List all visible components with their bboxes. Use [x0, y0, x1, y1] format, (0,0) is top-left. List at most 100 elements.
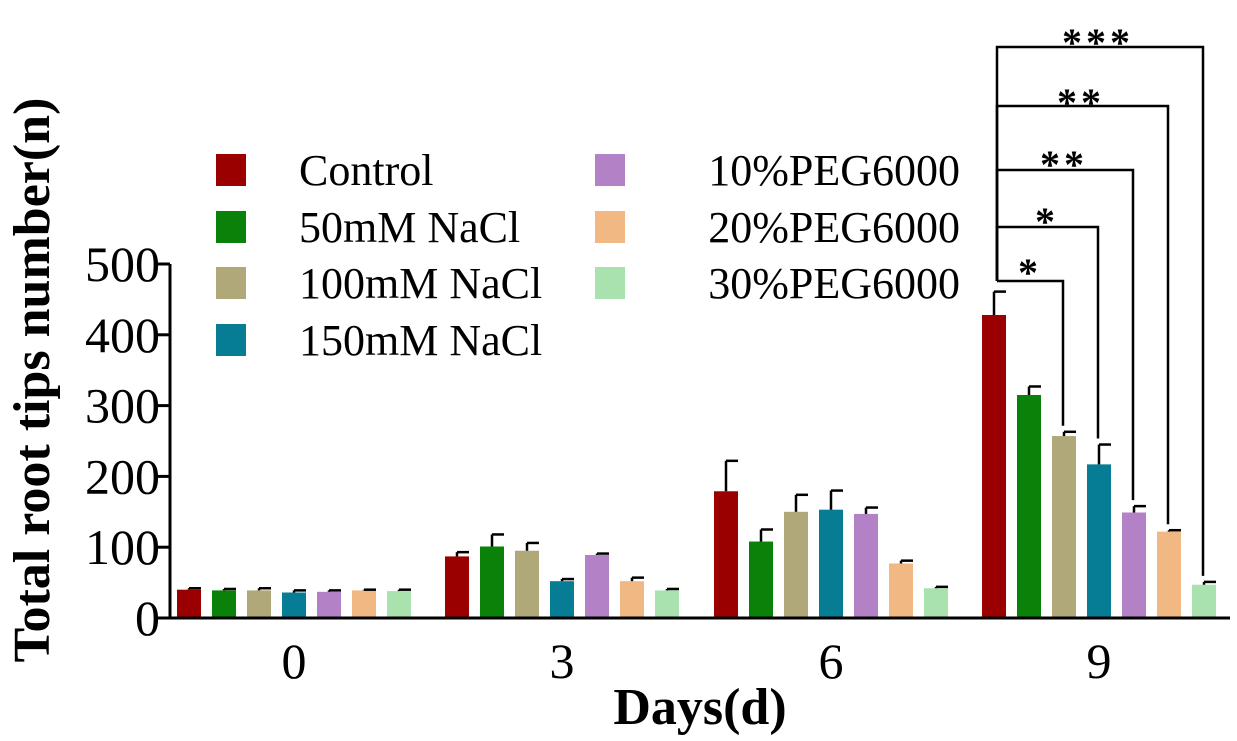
error-bar — [327, 589, 341, 592]
bar — [749, 541, 773, 618]
bar — [1122, 512, 1146, 618]
bar — [819, 509, 843, 618]
bar — [1192, 584, 1216, 618]
bar — [1052, 436, 1076, 618]
error-bar — [1062, 430, 1076, 437]
bar — [445, 556, 469, 618]
bar — [247, 590, 271, 618]
error-bar — [455, 550, 469, 557]
bar — [282, 592, 306, 618]
legend-swatch — [595, 154, 625, 186]
legend-swatch — [216, 211, 246, 243]
bar — [387, 591, 411, 618]
x-tick-label: 6 — [819, 633, 844, 689]
legend-label: 30%PEG6000 — [708, 259, 960, 308]
bar — [889, 563, 913, 618]
x-tick-label: 0 — [282, 633, 307, 689]
legend-item: 20%PEG6000 — [595, 203, 960, 252]
y-tick-label: 100 — [85, 519, 160, 575]
bar — [784, 511, 808, 618]
error-bar — [934, 585, 948, 589]
error-bar — [362, 588, 376, 591]
error-bar — [490, 533, 504, 547]
legend-item: 150mM NaCl — [216, 316, 542, 365]
significance-label: * — [1035, 199, 1059, 244]
bar — [714, 491, 738, 618]
bar — [1087, 464, 1111, 618]
bar — [1017, 394, 1041, 618]
legend: Control 50mM NaCl 100mM NaCl 150mM NaCl 10%P… — [216, 146, 960, 365]
y-tick-label: 400 — [85, 307, 160, 363]
error-bar — [759, 528, 773, 542]
significance-layer: ********* — [995, 20, 1205, 576]
bar — [212, 590, 236, 618]
bar — [655, 590, 679, 618]
legend-item: 100mM NaCl — [216, 259, 542, 308]
legend-item: Control — [216, 146, 433, 195]
error-bar — [595, 552, 609, 555]
bar — [1157, 531, 1181, 618]
significance-label: * — [1018, 250, 1042, 295]
y-tick-label: 300 — [85, 378, 160, 434]
axes-layer: 0 100 200 300 400 500 0 3 6 9 — [85, 236, 1230, 689]
significance-bracket: * — [995, 199, 1100, 439]
legend-label: Control — [299, 146, 433, 195]
error-bar — [630, 576, 644, 582]
significance-label: ** — [1057, 80, 1105, 125]
error-bar — [724, 459, 738, 492]
error-bars-layer — [187, 290, 1216, 593]
error-bar — [899, 559, 913, 564]
error-bar — [1202, 580, 1216, 585]
bar — [317, 591, 341, 618]
y-tick-label: 0 — [135, 590, 160, 646]
legend-swatch — [216, 154, 246, 186]
error-bar — [222, 587, 236, 591]
error-bar — [992, 290, 1006, 315]
legend-label: 10%PEG6000 — [708, 146, 960, 195]
y-tick-label: 200 — [85, 448, 160, 504]
bar — [352, 590, 376, 618]
bar — [550, 581, 574, 618]
x-tick-label: 3 — [550, 633, 575, 689]
bar — [854, 513, 878, 618]
bars-layer — [177, 314, 1216, 618]
bar — [515, 550, 539, 618]
x-axis-title: Days(d) — [613, 679, 786, 736]
legend-swatch — [595, 267, 625, 299]
error-bar — [829, 489, 843, 510]
error-bar — [1132, 504, 1146, 513]
y-tick-label: 500 — [85, 236, 160, 292]
bar — [177, 589, 201, 618]
error-bar — [1167, 528, 1181, 532]
significance-label: *** — [1062, 20, 1134, 65]
legend-swatch — [595, 211, 625, 243]
significance-bracket: * — [997, 250, 1065, 426]
error-bar — [525, 541, 539, 551]
legend-item: 30%PEG6000 — [595, 259, 960, 308]
y-axis-title: Total root tips number(n) — [4, 98, 61, 663]
legend-item: 10%PEG6000 — [595, 146, 960, 195]
significance-bracket: *** — [995, 20, 1205, 576]
error-bar — [397, 588, 411, 592]
significance-label: ** — [1040, 142, 1088, 187]
error-bar — [1027, 385, 1041, 395]
error-bar — [560, 577, 574, 582]
error-bar — [665, 587, 679, 591]
legend-swatch — [216, 267, 246, 299]
bar — [585, 554, 609, 618]
legend-swatch — [216, 324, 246, 356]
bar — [982, 314, 1006, 618]
error-bar — [794, 493, 808, 512]
error-bar — [1097, 443, 1111, 465]
legend-label: 100mM NaCl — [299, 259, 542, 308]
bar — [480, 546, 504, 618]
bar — [620, 581, 644, 618]
legend-label: 20%PEG6000 — [708, 203, 960, 252]
legend-label: 50mM NaCl — [299, 203, 520, 252]
error-bar — [292, 589, 306, 593]
legend-label: 150mM NaCl — [299, 316, 542, 365]
error-bar — [864, 506, 878, 514]
error-bar — [257, 587, 271, 591]
error-bar — [187, 587, 201, 590]
